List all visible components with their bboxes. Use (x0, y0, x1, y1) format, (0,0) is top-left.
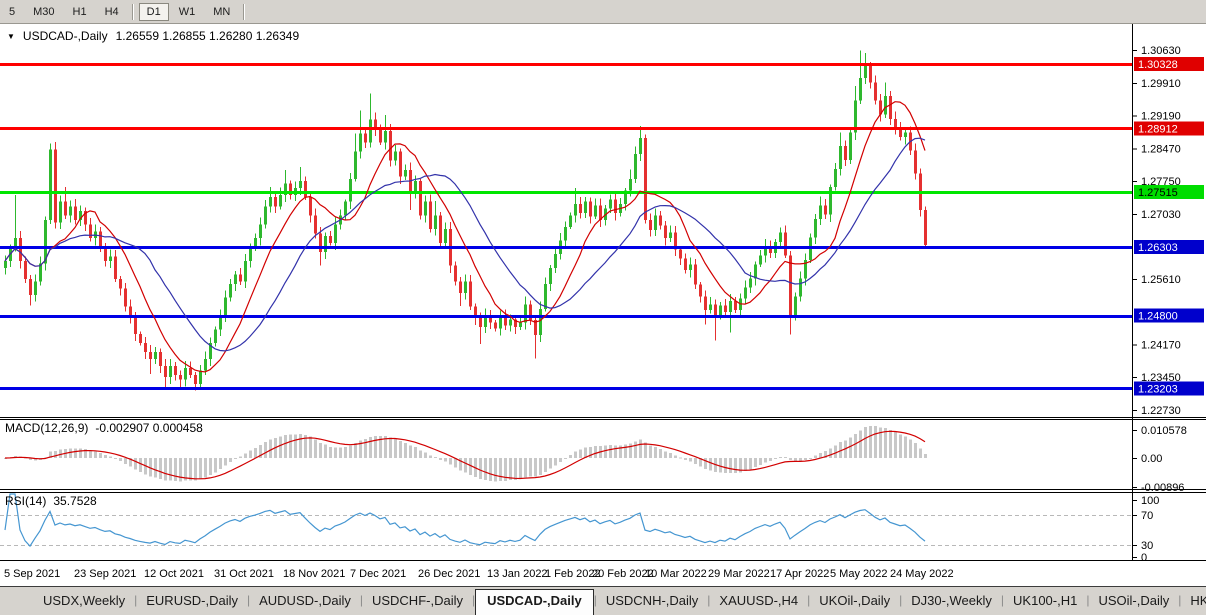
chart-title: ▼ USDCAD-,Daily 1.26559 1.26855 1.26280 … (7, 29, 299, 43)
timeframe-button-5[interactable]: 5 (9, 5, 16, 18)
chart-ohlc-values: 1.26559 1.26855 1.26280 1.26349 (115, 29, 300, 43)
tab-separator: | (246, 593, 251, 607)
timeframe-button-d1[interactable]: D1 (138, 2, 169, 21)
rsi-axis-label: 100 (1141, 495, 1159, 507)
price-tick-label: 1.23450 (1141, 372, 1181, 384)
macd-axis-label: 0.00 (1141, 453, 1162, 465)
chevron-down-icon[interactable]: ▼ (7, 31, 15, 41)
tab-separator: | (134, 593, 138, 607)
date-axis-label: 20 Feb 2022 (592, 568, 654, 580)
rsi-indicator-label: RSI(14) 35.7528 (5, 494, 97, 508)
tab-usdx-weekly[interactable]: USDX,Weekly (43, 593, 126, 608)
macd-values: -0.002907 0.000458 (95, 421, 203, 435)
tab-uk100-h1[interactable]: UK100-,H1 (1013, 593, 1078, 608)
price-level-badge: 1.26303 (1138, 242, 1178, 254)
ma-fast-line (4, 101, 926, 373)
date-axis-label: 17 Apr 2022 (770, 568, 829, 580)
tab-usdcad-daily[interactable]: USDCAD-,Daily (475, 589, 594, 615)
macd-signal-line (4, 430, 926, 480)
date-axis-label: 12 Oct 2021 (144, 568, 204, 580)
price-level-badge: 1.23203 (1138, 383, 1178, 395)
toolbar-separator (243, 3, 246, 20)
ma-slow-line (4, 137, 926, 352)
timeframe-button-m30[interactable]: M30 (33, 5, 55, 18)
tab-separator: | (707, 593, 711, 607)
timeframe-button-h4[interactable]: H4 (104, 5, 119, 18)
tab-usdchf-daily[interactable]: USDCHF-,Daily (371, 593, 463, 608)
price-level-badge: 1.30328 (1138, 59, 1178, 71)
date-axis-label: 23 Sep 2021 (74, 568, 136, 580)
price-tick-label: 1.22730 (1141, 405, 1181, 417)
tab-audusd-daily[interactable]: AUDUSD-,Daily (259, 593, 351, 608)
price-tick-label: 1.28470 (1141, 143, 1181, 155)
macd-axis-label: -0.00896 (1141, 482, 1184, 494)
date-axis-label: 5 Sep 2021 (4, 568, 60, 580)
chart-window[interactable]: ▼ USDCAD-,Daily 1.26559 1.26855 1.26280 … (0, 24, 1206, 586)
date-axis-label: 5 May 2022 (830, 568, 887, 580)
rsi-line (4, 493, 926, 548)
price-tick-label: 1.25610 (1141, 274, 1181, 286)
price-tick-label: 1.30630 (1141, 45, 1181, 57)
rsi-value: 35.7528 (53, 494, 97, 508)
rsi-axis-label: 0 (1141, 552, 1147, 564)
macd-indicator-label: MACD(12,26,9) -0.002907 0.000458 (5, 421, 203, 435)
toolbar-separator (131, 3, 134, 20)
timeframe-toolbar: 5 M30 H1 H4 D1 W1 MN (0, 0, 1206, 24)
tab-ukoil-daily[interactable]: UKOil-,Daily (819, 593, 891, 608)
tab-xauusd-h4[interactable]: XAUUSD-,H4 (719, 593, 799, 608)
date-axis-label: 7 Dec 2021 (350, 568, 406, 580)
tab-separator: | (593, 593, 597, 607)
timeframe-button-mn[interactable]: MN (213, 5, 231, 18)
rsi-axis-label: 70 (1141, 510, 1153, 522)
price-tick-label: 1.29190 (1141, 111, 1181, 123)
tab-separator: | (1000, 593, 1005, 607)
price-chart-canvas[interactable]: 1.306301.299101.291901.284701.277501.270… (0, 24, 1206, 586)
tab-separator: | (359, 593, 363, 607)
tab-separator: | (807, 593, 811, 607)
chart-symbol-label: USDCAD-,Daily (22, 29, 108, 43)
macd-axis-label: 0.010578 (1141, 425, 1187, 437)
price-tick-label: 1.24170 (1141, 339, 1181, 351)
rsi-name: RSI(14) (5, 494, 47, 508)
tab-dj30-weekly[interactable]: DJ30-,Weekly (911, 593, 992, 608)
timeframe-button-w1[interactable]: W1 (178, 5, 196, 18)
macd-histogram (4, 425, 927, 482)
tab-usoil-daily[interactable]: USOil-,Daily (1098, 593, 1170, 608)
price-level-badge: 1.27515 (1138, 187, 1178, 199)
timeframe-button-h1[interactable]: H1 (72, 5, 87, 18)
tab-separator: | (899, 593, 903, 607)
date-axis-label: 13 Jan 2022 (487, 568, 548, 580)
macd-name: MACD(12,26,9) (5, 421, 89, 435)
tab-separator: | (1178, 593, 1182, 607)
date-axis-label: 1 Feb 2022 (545, 568, 601, 580)
date-axis-label: 26 Dec 2021 (418, 568, 480, 580)
rsi-axis-label: 30 (1141, 540, 1153, 552)
date-axis-label: 31 Oct 2021 (214, 568, 274, 580)
price-tick-label: 1.29910 (1141, 78, 1181, 90)
tab-eurusd-daily[interactable]: EURUSD-,Daily (146, 593, 238, 608)
tab-separator: | (471, 593, 476, 607)
date-axis-label: 24 May 2022 (890, 568, 954, 580)
chart-tab-bar: USDX,Weekly | EURUSD-,Daily | AUDUSD-,Daily |… (0, 586, 1206, 615)
tab-separator: | (1086, 593, 1090, 607)
tab-hk50-h1[interactable]: HK50-,H1 (1190, 593, 1206, 608)
price-level-badge: 1.24800 (1138, 311, 1178, 323)
date-axis-label: 10 Mar 2022 (645, 568, 707, 580)
date-axis-label: 18 Nov 2021 (283, 568, 345, 580)
date-axis-label: 29 Mar 2022 (708, 568, 770, 580)
price-level-badge: 1.28912 (1138, 123, 1178, 135)
tab-usdcnh-daily[interactable]: USDCNH-,Daily (605, 593, 699, 608)
price-tick-label: 1.27030 (1141, 209, 1181, 221)
